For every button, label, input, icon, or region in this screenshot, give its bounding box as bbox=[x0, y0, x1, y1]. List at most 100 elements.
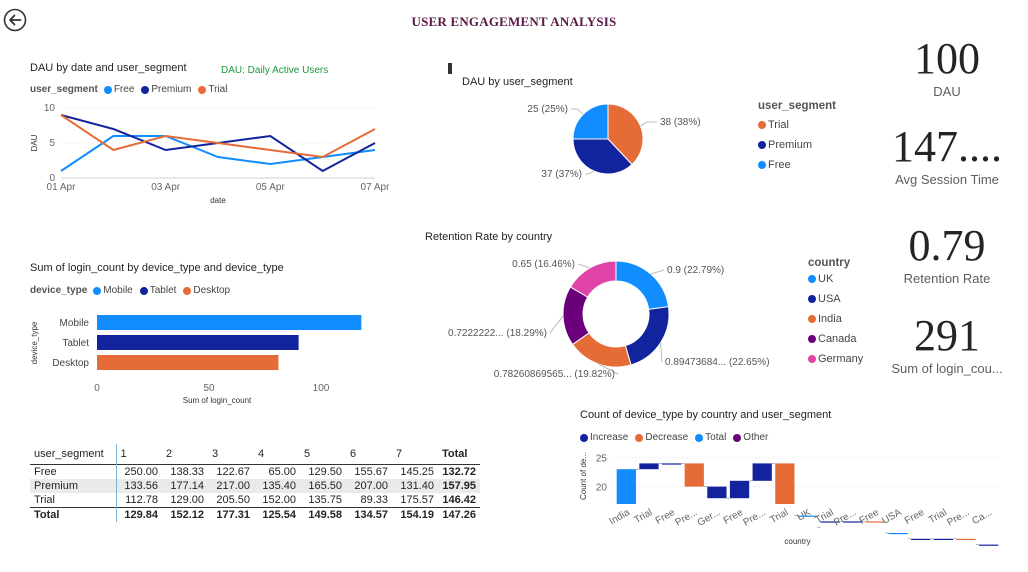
x-axis-title: date bbox=[210, 196, 226, 205]
data-label: 0.78260869565... (19.82%) bbox=[494, 369, 615, 380]
y-axis-title: Count of de... bbox=[579, 452, 588, 500]
legend-item-trial[interactable]: Trial bbox=[758, 115, 836, 135]
x-tick-label: 100 bbox=[313, 383, 330, 394]
kpi-card-login-count[interactable]: 291 Sum of login_cou... bbox=[878, 311, 1016, 376]
pie-slice-trial bbox=[607, 103, 644, 166]
x-tick-label: Trial bbox=[632, 507, 654, 526]
x-tick-label: Free bbox=[858, 507, 882, 527]
table-cell: 125.54 bbox=[254, 507, 300, 522]
back-button[interactable] bbox=[2, 7, 28, 33]
legend-item-increase[interactable]: Increase bbox=[580, 432, 628, 443]
x-axis-title: country bbox=[784, 537, 810, 546]
dau-line-chart[interactable]: 0 5 10 01 Apr 03 Apr 05 Apr 07 Apr date DAU bbox=[25, 98, 395, 208]
legend-item-premium[interactable]: Premium bbox=[141, 84, 191, 95]
legend-title: country bbox=[808, 257, 851, 269]
table-cell: 147.26 bbox=[438, 507, 480, 522]
legend-item-germany[interactable]: Germany bbox=[808, 349, 863, 369]
dau-pie-chart[interactable]: 38 (38%) 37 (37%) 25 (25%) bbox=[500, 92, 740, 192]
table-row[interactable]: Total 129.84 152.12 177.31 125.54 149.58 134.5… bbox=[30, 507, 480, 522]
table-cell: 205.50 bbox=[216, 494, 250, 506]
legend-item-free[interactable]: Free bbox=[758, 155, 836, 175]
kpi-card-retention-rate[interactable]: 0.79 Retention Rate bbox=[878, 221, 1016, 286]
table-cell: 152.12 bbox=[162, 507, 208, 522]
x-tick-label: USA bbox=[880, 507, 904, 527]
kpi-label: Sum of login_cou... bbox=[891, 361, 1003, 376]
table-row[interactable]: Premium 133.56 177.14 217.00 135.40 165.50 207… bbox=[30, 479, 480, 493]
legend-item-trial[interactable]: Trial bbox=[198, 84, 227, 95]
column-header[interactable]: Total bbox=[442, 448, 468, 460]
column-header[interactable]: 7 bbox=[396, 448, 403, 460]
table-cell: 122.67 bbox=[216, 466, 250, 478]
table-row[interactable]: Trial 112.78 129.00 205.50 152.00 135.75 89.33… bbox=[30, 493, 480, 508]
legend-item-free[interactable]: Free bbox=[103, 84, 134, 95]
legend-item-tablet[interactable]: Tablet bbox=[139, 285, 176, 296]
data-label: 0.65 (16.46%) bbox=[512, 259, 575, 270]
waterfall-bar bbox=[956, 538, 976, 540]
kpi-value: 0.79 bbox=[908, 221, 986, 270]
y-tick-label: Tablet bbox=[62, 338, 89, 349]
leader-line bbox=[549, 315, 564, 334]
table-cell: 207.00 bbox=[346, 479, 392, 493]
y-tick-label: 25 bbox=[596, 454, 608, 465]
table-cell: 145.25 bbox=[400, 466, 434, 478]
legend-item-canada[interactable]: Canada bbox=[808, 329, 863, 349]
x-tick-label: 50 bbox=[203, 383, 215, 394]
table-cell: 149.58 bbox=[300, 507, 346, 522]
table-cell: 155.67 bbox=[354, 466, 388, 478]
y-axis-title: DAU bbox=[30, 134, 39, 151]
login-bar-chart[interactable]: Mobile Tablet Desktop 0 50 100 Sum of login_co… bbox=[25, 305, 385, 410]
kpi-value: 291 bbox=[914, 311, 980, 360]
column-header[interactable]: user_segment bbox=[34, 448, 104, 460]
waterfall-bar bbox=[933, 538, 954, 540]
legend-item-decrease[interactable]: Decrease bbox=[635, 432, 688, 443]
row-header: Premium bbox=[30, 479, 116, 493]
column-header[interactable]: 1 bbox=[115, 444, 162, 465]
table-cell: 135.75 bbox=[308, 494, 342, 506]
table-row[interactable]: Free 250.00 138.33 122.67 65.00 129.50 155.67 1… bbox=[30, 464, 480, 479]
column-header[interactable]: 6 bbox=[350, 448, 357, 460]
legend-item-uk[interactable]: UK bbox=[808, 269, 863, 289]
leader-line bbox=[660, 342, 663, 363]
legend-item-india[interactable]: India bbox=[808, 309, 863, 329]
donut-slice-uk bbox=[615, 260, 670, 310]
kpi-label: Avg Session Time bbox=[895, 172, 999, 187]
x-tick-label: Pre... bbox=[674, 507, 700, 528]
retention-donut-chart[interactable]: 0.9 (22.79%) 0.89473684... (22.65%) 0.7826… bbox=[425, 248, 800, 388]
matrix-table: user_segment 1 2 3 4 5 6 7 Total Free 250.00 138.33… bbox=[30, 444, 480, 522]
x-tick-label: Trial bbox=[814, 507, 836, 526]
waterfall-bar bbox=[888, 533, 908, 535]
column-header[interactable]: 4 bbox=[258, 448, 265, 460]
table-cell: 177.31 bbox=[208, 507, 254, 522]
kpi-value: 100 bbox=[914, 34, 980, 83]
kpi-card-dau[interactable]: 100 DAU bbox=[878, 34, 1016, 99]
legend-item-mobile[interactable]: Mobile bbox=[93, 285, 133, 296]
row-header: Free bbox=[34, 466, 57, 478]
column-header[interactable]: 3 bbox=[212, 448, 219, 460]
table-cell: 134.57 bbox=[346, 507, 392, 522]
bar-tablet bbox=[97, 335, 299, 350]
x-tick-label: 07 Apr bbox=[361, 182, 391, 193]
x-tick-label: Pre... bbox=[832, 507, 858, 528]
table-cell: 129.84 bbox=[115, 507, 162, 522]
legend-item-premium[interactable]: Premium bbox=[758, 135, 836, 155]
legend-item-total[interactable]: Total bbox=[695, 432, 726, 443]
table-cell: 112.78 bbox=[115, 493, 162, 508]
x-tick-label: Free bbox=[722, 507, 746, 527]
dau-line-visual[interactable]: DAU by date and user_segment bbox=[30, 62, 187, 74]
kpi-card-avg-session-time[interactable]: 147.... Avg Session Time bbox=[878, 122, 1016, 187]
column-header[interactable]: 5 bbox=[304, 448, 311, 460]
session-matrix[interactable]: user_segment 1 2 3 4 5 6 7 Total Free 250.00 138.33… bbox=[30, 444, 480, 522]
column-header[interactable]: 2 bbox=[166, 448, 173, 460]
waterfall-bar bbox=[684, 463, 704, 487]
table-cell: 89.33 bbox=[360, 494, 388, 506]
focus-marker bbox=[448, 63, 452, 74]
table-cell: 65.00 bbox=[268, 466, 296, 478]
legend-item-other[interactable]: Other bbox=[733, 432, 768, 443]
legend-item-desktop[interactable]: Desktop bbox=[183, 285, 230, 296]
leader-line bbox=[640, 121, 657, 127]
legend-title: device_type bbox=[30, 285, 88, 296]
table-cell: 131.40 bbox=[392, 479, 438, 493]
legend-item-usa[interactable]: USA bbox=[808, 289, 863, 309]
donut-slice-usa bbox=[624, 306, 670, 366]
